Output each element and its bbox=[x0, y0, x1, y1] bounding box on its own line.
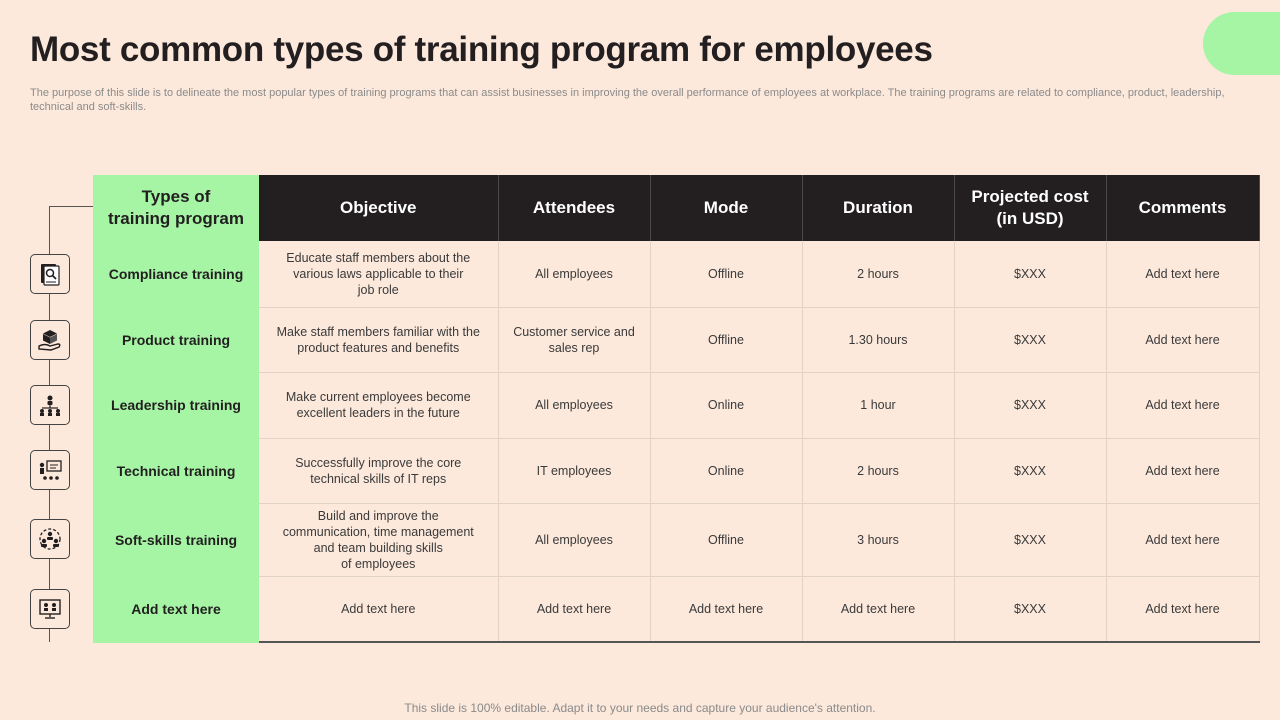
row-comments: Add text here bbox=[1106, 372, 1260, 439]
row-duration: 3 hours bbox=[802, 503, 955, 577]
row-type: Soft-skills training bbox=[93, 503, 259, 577]
product-box-hand-icon bbox=[30, 320, 70, 360]
row-objective: Make staff members familiar with the pro… bbox=[259, 307, 499, 373]
header-type: Types of training program bbox=[93, 175, 259, 241]
row-duration: 2 hours bbox=[802, 241, 955, 308]
leadership-hierarchy-icon bbox=[30, 385, 70, 425]
slide-footer: This slide is 100% editable. Adapt it to… bbox=[404, 701, 876, 715]
row-attendees: All employees bbox=[498, 503, 651, 577]
row-attendees: All employees bbox=[498, 241, 651, 308]
table-row: Product training Make staff members fami… bbox=[93, 307, 1260, 373]
row-attendees: Customer service and sales rep bbox=[498, 307, 651, 373]
online-meeting-screen-icon bbox=[30, 589, 70, 629]
table-row: Soft-skills training Build and improve t… bbox=[93, 503, 1260, 577]
table-row: Add text here Add text here Add text her… bbox=[93, 576, 1260, 643]
row-comments: Add text here bbox=[1106, 576, 1260, 643]
row-objective: Successfully improve the core technical … bbox=[259, 438, 499, 504]
row-duration: 2 hours bbox=[802, 438, 955, 504]
row-cost: $XXX bbox=[954, 503, 1107, 577]
row-objective: Add text here bbox=[259, 576, 499, 643]
row-type: Compliance training bbox=[93, 241, 259, 308]
table-row: Compliance training Educate staff member… bbox=[93, 241, 1260, 308]
timeline-connector bbox=[49, 206, 93, 207]
row-mode: Online bbox=[650, 372, 803, 439]
row-type: Add text here bbox=[93, 576, 259, 643]
row-type: Technical training bbox=[93, 438, 259, 504]
technical-presentation-icon bbox=[30, 450, 70, 490]
slide-subtitle: The purpose of this slide is to delineat… bbox=[30, 87, 1225, 113]
row-mode: Online bbox=[650, 438, 803, 504]
row-cost: $XXX bbox=[954, 576, 1107, 643]
header-attendees: Attendees bbox=[498, 175, 651, 241]
row-type: Product training bbox=[93, 307, 259, 373]
row-mode: Offline bbox=[650, 307, 803, 373]
compliance-document-icon bbox=[30, 254, 70, 294]
row-mode: Offline bbox=[650, 503, 803, 577]
row-duration: 1 hour bbox=[802, 372, 955, 439]
row-cost: $XXX bbox=[954, 241, 1107, 308]
row-mode: Offline bbox=[650, 241, 803, 308]
row-attendees: IT employees bbox=[498, 438, 651, 504]
training-programs-table: Types of training program Objective Atte… bbox=[93, 175, 1260, 643]
header-objective: Objective bbox=[259, 175, 499, 241]
row-cost: $XXX bbox=[954, 438, 1107, 504]
header-mode: Mode bbox=[650, 175, 803, 241]
row-comments: Add text here bbox=[1106, 241, 1260, 308]
row-objective: Educate staff members about the various … bbox=[259, 241, 499, 308]
header-comments: Comments bbox=[1106, 175, 1260, 241]
header-duration: Duration bbox=[802, 175, 955, 241]
row-duration: Add text here bbox=[802, 576, 955, 643]
row-objective: Build and improve the communication, tim… bbox=[259, 503, 499, 577]
row-comments: Add text here bbox=[1106, 438, 1260, 504]
soft-skills-team-icon bbox=[30, 519, 70, 559]
table-header-row: Types of training program Objective Atte… bbox=[93, 175, 1260, 241]
table-row: Technical training Successfully improve … bbox=[93, 438, 1260, 504]
slide-title: Most common types of training program fo… bbox=[30, 30, 933, 69]
table-row: Leadership training Make current employe… bbox=[93, 372, 1260, 439]
row-comments: Add text here bbox=[1106, 307, 1260, 373]
row-objective: Make current employees become excellent … bbox=[259, 372, 499, 439]
row-attendees: All employees bbox=[498, 372, 651, 439]
row-duration: 1.30 hours bbox=[802, 307, 955, 373]
row-attendees: Add text here bbox=[498, 576, 651, 643]
row-comments: Add text here bbox=[1106, 503, 1260, 577]
header-cost: Projected cost (in USD) bbox=[954, 175, 1107, 241]
row-cost: $XXX bbox=[954, 307, 1107, 373]
row-cost: $XXX bbox=[954, 372, 1107, 439]
row-mode: Add text here bbox=[650, 576, 803, 643]
decorative-green-pill bbox=[1203, 12, 1280, 75]
row-type: Leadership training bbox=[93, 372, 259, 439]
